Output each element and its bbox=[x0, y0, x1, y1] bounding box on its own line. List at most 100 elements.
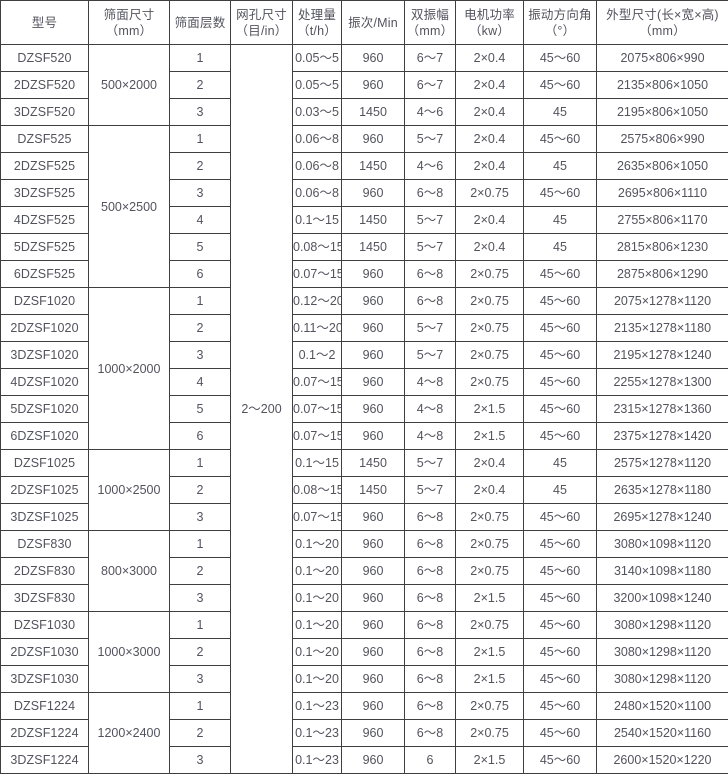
cell-sieve-size: 800×3000 bbox=[89, 531, 170, 612]
cell-capacity: 0.1～20 bbox=[293, 531, 342, 558]
cell-frequency: 1450 bbox=[342, 234, 405, 261]
cell-layers: 2 bbox=[170, 558, 231, 585]
column-header-freq: 振次/Min bbox=[342, 1, 405, 45]
cell-capacity: 0.07～15 bbox=[293, 504, 342, 531]
cell-amplitude: 6～8 bbox=[405, 261, 456, 288]
cell-vibration-angle: 45～60 bbox=[524, 342, 597, 369]
cell-overall-dimensions: 2315×1278×1360 bbox=[597, 396, 728, 423]
cell-frequency: 960 bbox=[342, 45, 405, 72]
cell-layers: 6 bbox=[170, 261, 231, 288]
cell-overall-dimensions: 2135×1278×1180 bbox=[597, 315, 728, 342]
cell-capacity: 0.1～23 bbox=[293, 747, 342, 774]
cell-model: 3DZSF525 bbox=[1, 180, 89, 207]
cell-amplitude: 6～8 bbox=[405, 558, 456, 585]
cell-amplitude: 5～7 bbox=[405, 342, 456, 369]
column-header-power-line1: 电机功率 bbox=[456, 7, 523, 23]
cell-frequency: 1450 bbox=[342, 99, 405, 126]
cell-vibration-angle: 45～60 bbox=[524, 288, 597, 315]
cell-vibration-angle: 45～60 bbox=[524, 558, 597, 585]
cell-motor-power: 2×0.4 bbox=[456, 72, 524, 99]
cell-model: 2DZSF1224 bbox=[1, 720, 89, 747]
column-header-power-line2: （kw） bbox=[456, 23, 523, 39]
cell-overall-dimensions: 2195×1278×1240 bbox=[597, 342, 728, 369]
cell-overall-dimensions: 2255×1278×1300 bbox=[597, 369, 728, 396]
cell-overall-dimensions: 3200×1098×1240 bbox=[597, 585, 728, 612]
cell-model: DZSF1224 bbox=[1, 693, 89, 720]
cell-overall-dimensions: 2635×806×1050 bbox=[597, 153, 728, 180]
cell-vibration-angle: 45～60 bbox=[524, 315, 597, 342]
cell-model: DZSF1030 bbox=[1, 612, 89, 639]
cell-layers: 2 bbox=[170, 153, 231, 180]
cell-model: 3DZSF1224 bbox=[1, 747, 89, 774]
cell-capacity: 0.08～15 bbox=[293, 234, 342, 261]
cell-layers: 4 bbox=[170, 207, 231, 234]
cell-motor-power: 2×1.5 bbox=[456, 585, 524, 612]
cell-frequency: 960 bbox=[342, 720, 405, 747]
cell-frequency: 960 bbox=[342, 612, 405, 639]
cell-vibration-angle: 45～60 bbox=[524, 585, 597, 612]
cell-motor-power: 2×0.4 bbox=[456, 153, 524, 180]
cell-vibration-angle: 45～60 bbox=[524, 45, 597, 72]
cell-layers: 1 bbox=[170, 693, 231, 720]
cell-model: DZSF830 bbox=[1, 531, 89, 558]
column-header-cap-line2: （t/h） bbox=[293, 23, 341, 39]
cell-layers: 3 bbox=[170, 504, 231, 531]
cell-capacity: 0.1～20 bbox=[293, 612, 342, 639]
cell-amplitude: 4～8 bbox=[405, 369, 456, 396]
cell-capacity: 0.1～20 bbox=[293, 639, 342, 666]
cell-vibration-angle: 45～60 bbox=[524, 693, 597, 720]
cell-vibration-angle: 45～60 bbox=[524, 261, 597, 288]
column-header-mesh-line2: （目/in） bbox=[231, 23, 292, 39]
cell-capacity: 0.06～8 bbox=[293, 180, 342, 207]
cell-amplitude: 6～8 bbox=[405, 612, 456, 639]
cell-motor-power: 2×0.75 bbox=[456, 180, 524, 207]
column-header-dims: 外型尺寸(长×宽×高)（mm） bbox=[597, 1, 728, 45]
cell-model: 2DZSF520 bbox=[1, 72, 89, 99]
cell-vibration-angle: 45～60 bbox=[524, 72, 597, 99]
cell-capacity: 0.1～20 bbox=[293, 666, 342, 693]
cell-overall-dimensions: 2635×1278×1180 bbox=[597, 477, 728, 504]
column-header-cap: 处理量（t/h） bbox=[293, 1, 342, 45]
cell-motor-power: 2×0.75 bbox=[456, 261, 524, 288]
cell-frequency: 960 bbox=[342, 747, 405, 774]
cell-frequency: 960 bbox=[342, 261, 405, 288]
cell-amplitude: 6～8 bbox=[405, 693, 456, 720]
cell-model: 5DZSF525 bbox=[1, 234, 89, 261]
cell-motor-power: 2×0.75 bbox=[456, 531, 524, 558]
cell-overall-dimensions: 2815×806×1230 bbox=[597, 234, 728, 261]
cell-layers: 2 bbox=[170, 477, 231, 504]
cell-model: 2DZSF1030 bbox=[1, 639, 89, 666]
cell-motor-power: 2×0.75 bbox=[456, 315, 524, 342]
column-header-angle-line1: 振动方向角 bbox=[524, 7, 596, 23]
cell-layers: 2 bbox=[170, 315, 231, 342]
cell-motor-power: 2×0.75 bbox=[456, 504, 524, 531]
cell-vibration-angle: 45 bbox=[524, 99, 597, 126]
cell-motor-power: 2×1.5 bbox=[456, 423, 524, 450]
cell-frequency: 960 bbox=[342, 369, 405, 396]
cell-overall-dimensions: 2540×1520×1160 bbox=[597, 720, 728, 747]
cell-motor-power: 2×0.75 bbox=[456, 558, 524, 585]
cell-amplitude: 6～8 bbox=[405, 720, 456, 747]
cell-amplitude: 6～8 bbox=[405, 288, 456, 315]
cell-frequency: 960 bbox=[342, 639, 405, 666]
cell-frequency: 960 bbox=[342, 666, 405, 693]
cell-overall-dimensions: 2135×806×1050 bbox=[597, 72, 728, 99]
column-header-model: 型号 bbox=[1, 1, 89, 45]
cell-overall-dimensions: 2695×1278×1240 bbox=[597, 504, 728, 531]
cell-motor-power: 2×0.75 bbox=[456, 720, 524, 747]
cell-motor-power: 2×0.4 bbox=[456, 234, 524, 261]
cell-frequency: 960 bbox=[342, 288, 405, 315]
cell-model: 3DZSF1020 bbox=[1, 342, 89, 369]
cell-overall-dimensions: 2195×806×1050 bbox=[597, 99, 728, 126]
cell-capacity: 0.1～20 bbox=[293, 585, 342, 612]
cell-model: 4DZSF525 bbox=[1, 207, 89, 234]
cell-overall-dimensions: 2375×1278×1420 bbox=[597, 423, 728, 450]
cell-motor-power: 2×1.5 bbox=[456, 396, 524, 423]
cell-motor-power: 2×0.4 bbox=[456, 45, 524, 72]
cell-model: 4DZSF1020 bbox=[1, 369, 89, 396]
cell-frequency: 960 bbox=[342, 72, 405, 99]
